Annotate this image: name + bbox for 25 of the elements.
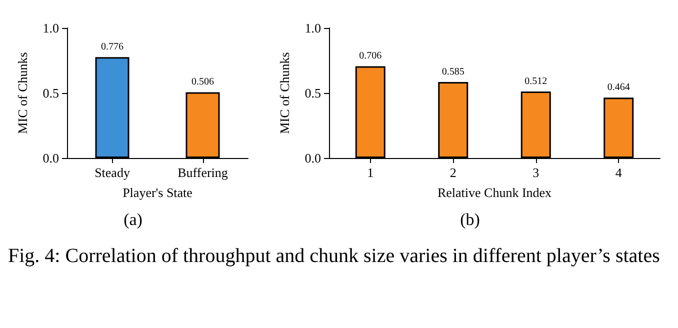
y-axis-title: MIC of Chunks — [15, 52, 30, 134]
text: (b) — [460, 210, 480, 229]
x-tick-label: 2 — [450, 165, 456, 180]
data-label: 0.776 — [101, 42, 124, 53]
data-label: 0.585 — [442, 66, 464, 78]
y-tick-label: 0.5 — [304, 86, 321, 100]
y-tick-label: 0.0 — [304, 150, 321, 166]
x-tick-label: Buffering — [178, 165, 228, 180]
x-axis-title: Player's State — [122, 185, 193, 200]
caption: Fig. 4: Correlation of throughput and chunk size varies in different player’s states — [8, 244, 661, 268]
data-label: 0.512 — [524, 76, 548, 87]
text: (a) — [124, 210, 142, 229]
data-label: 0.506 — [192, 76, 214, 88]
data-label: 0.464 — [607, 82, 630, 94]
data-label: 0.706 — [359, 50, 382, 62]
y-axis-title: MIC of Chunks — [277, 52, 292, 134]
x-tick-label: 1 — [367, 165, 374, 180]
y-tick-label: 1.0 — [304, 20, 321, 36]
x-tick-label: Steady — [94, 165, 130, 180]
x-tick-label: 3 — [532, 165, 540, 180]
x-axis-title: Relative Chunk Index — [437, 185, 552, 200]
y-tick-label: 0.5 — [42, 86, 59, 100]
y-tick-label: 0.0 — [42, 150, 59, 166]
x-tick-label: 4 — [615, 165, 622, 180]
y-tick-label: 1.0 — [42, 20, 59, 36]
